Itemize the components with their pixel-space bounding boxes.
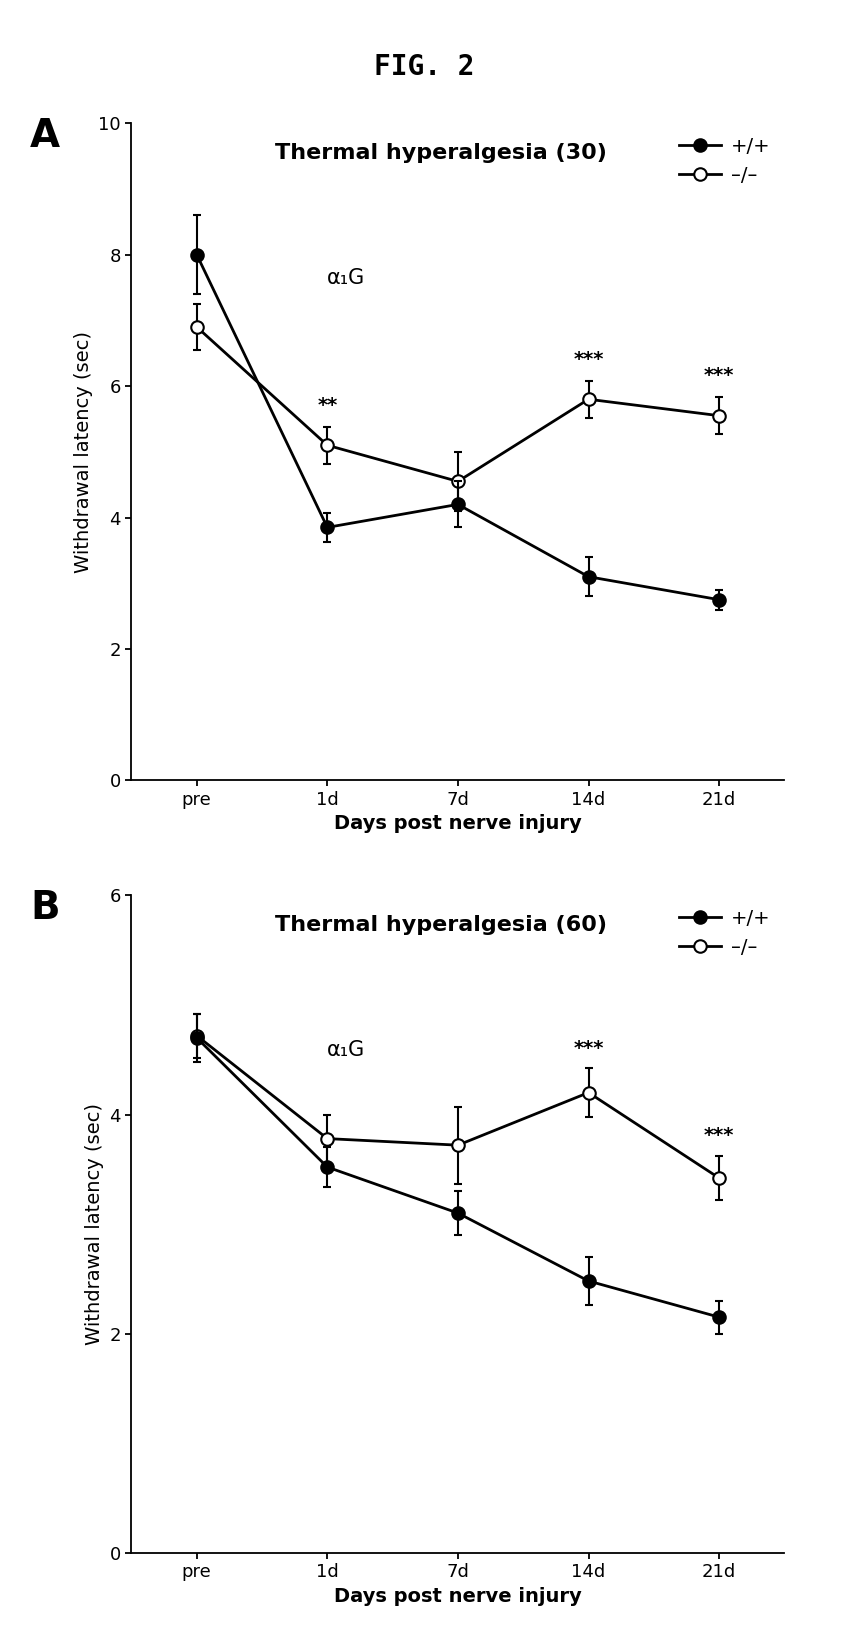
Text: **: ** bbox=[317, 396, 338, 416]
Text: ***: *** bbox=[573, 350, 604, 370]
Legend: +/+, –/–: +/+, –/– bbox=[671, 130, 778, 192]
X-axis label: Days post nerve injury: Days post nerve injury bbox=[334, 815, 582, 833]
Text: B: B bbox=[31, 889, 60, 927]
Text: ***: *** bbox=[573, 1038, 604, 1058]
Y-axis label: Withdrawal latency (sec): Withdrawal latency (sec) bbox=[85, 1102, 104, 1346]
Y-axis label: Withdrawal latency (sec): Withdrawal latency (sec) bbox=[74, 330, 92, 573]
Legend: +/+, –/–: +/+, –/– bbox=[671, 902, 778, 964]
Text: ***: *** bbox=[704, 366, 734, 386]
Text: Thermal hyperalgesia (60): Thermal hyperalgesia (60) bbox=[275, 915, 607, 935]
X-axis label: Days post nerve injury: Days post nerve injury bbox=[334, 1587, 582, 1605]
Text: Thermal hyperalgesia (30): Thermal hyperalgesia (30) bbox=[275, 143, 607, 163]
Text: FIG. 2: FIG. 2 bbox=[374, 53, 474, 81]
Text: α₁G: α₁G bbox=[327, 1040, 365, 1060]
Text: ***: *** bbox=[704, 1125, 734, 1145]
Text: A: A bbox=[31, 117, 60, 154]
Text: α₁G: α₁G bbox=[327, 268, 365, 288]
